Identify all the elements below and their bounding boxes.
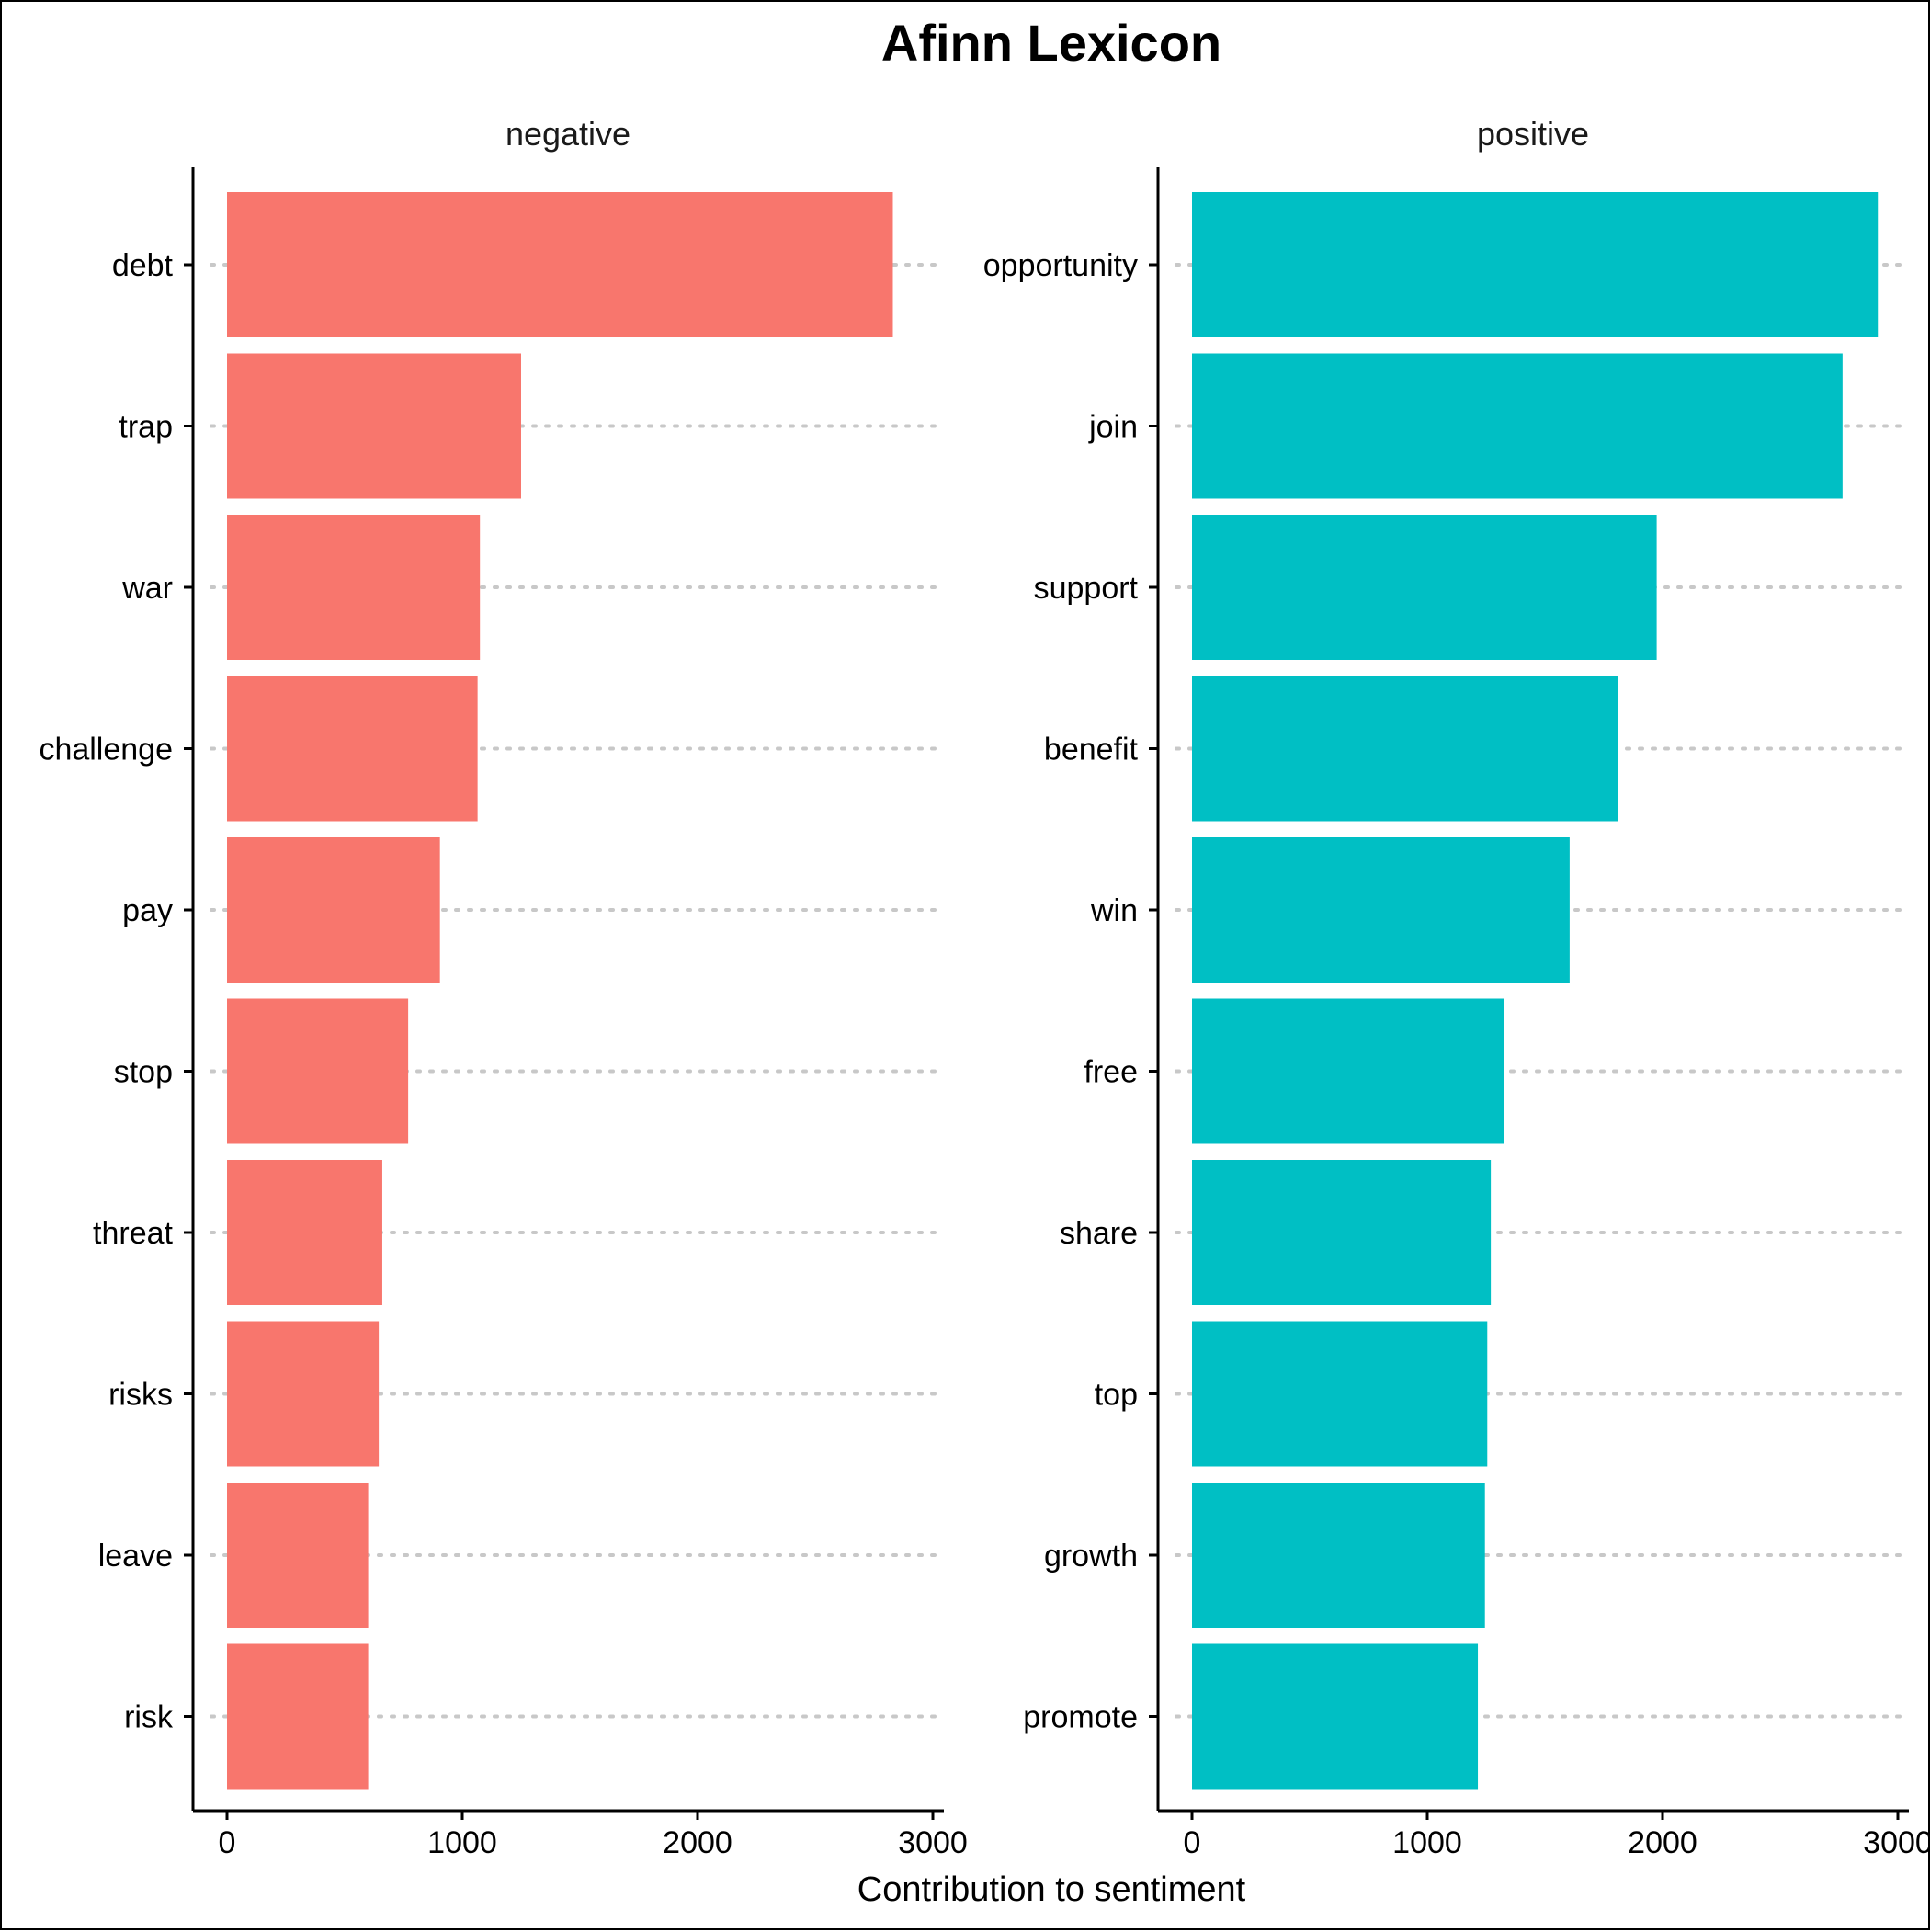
y-tick-label-positive-support: support — [1034, 571, 1139, 606]
y-tick-label-negative-pay: pay — [122, 893, 173, 928]
y-tick-label-negative-risks: risks — [108, 1378, 173, 1413]
bar-negative-challenge — [227, 676, 478, 822]
bar-negative-leave — [227, 1483, 369, 1628]
panel-strip-label-positive: positive — [1477, 115, 1589, 153]
panel-strip-label-negative: negative — [505, 115, 630, 153]
y-tick-label-positive-free: free — [1084, 1055, 1138, 1090]
bar-positive-promote — [1192, 1643, 1479, 1790]
y-tick-label-positive-join: join — [1088, 410, 1138, 445]
y-tick-label-negative-challenge: challenge — [39, 733, 173, 767]
bar-negative-risk — [227, 1643, 369, 1790]
y-tick-label-negative-trap: trap — [119, 410, 173, 445]
bar-positive-support — [1192, 515, 1657, 660]
bar-negative-stop — [227, 998, 409, 1144]
x-axis-title: Contribution to sentiment — [857, 1870, 1246, 1909]
bar-positive-free — [1192, 998, 1504, 1144]
bar-negative-threat — [227, 1160, 382, 1305]
y-tick-label-positive-top: top — [1095, 1378, 1138, 1413]
bar-negative-pay — [227, 837, 440, 983]
bar-positive-join — [1192, 353, 1843, 499]
y-tick-label-positive-share: share — [1060, 1216, 1138, 1251]
x-tick-label-negative-0: 0 — [219, 1825, 236, 1860]
x-tick-label-positive-1000: 1000 — [1392, 1825, 1462, 1860]
y-tick-label-positive-promote: promote — [1023, 1700, 1138, 1735]
y-tick-label-negative-leave: leave — [98, 1539, 173, 1574]
bar-negative-war — [227, 515, 481, 660]
x-tick-label-positive-2000: 2000 — [1628, 1825, 1697, 1860]
y-tick-label-negative-risk: risk — [124, 1700, 174, 1735]
x-tick-label-negative-3000: 3000 — [898, 1825, 968, 1860]
y-tick-label-positive-win: win — [1090, 893, 1138, 928]
bar-positive-benefit — [1192, 676, 1618, 822]
x-tick-label-negative-1000: 1000 — [427, 1825, 497, 1860]
bar-negative-debt — [227, 192, 893, 337]
y-tick-label-negative-stop: stop — [114, 1055, 173, 1090]
bar-positive-win — [1192, 837, 1570, 983]
bar-positive-share — [1192, 1160, 1492, 1305]
x-tick-label-positive-3000: 3000 — [1863, 1825, 1930, 1860]
bar-negative-trap — [227, 353, 521, 499]
y-tick-label-positive-opportunity: opportunity — [983, 248, 1138, 283]
y-tick-label-positive-benefit: benefit — [1044, 733, 1139, 767]
bar-positive-growth — [1192, 1483, 1485, 1628]
x-tick-label-positive-0: 0 — [1184, 1825, 1201, 1860]
x-tick-label-negative-2000: 2000 — [663, 1825, 732, 1860]
y-tick-label-negative-debt: debt — [112, 248, 174, 283]
y-tick-label-negative-threat: threat — [93, 1216, 173, 1251]
bar-positive-top — [1192, 1321, 1488, 1467]
bar-positive-opportunity — [1192, 192, 1879, 337]
y-tick-label-negative-war: war — [121, 571, 173, 606]
chart-title: Afinn Lexicon — [881, 14, 1221, 72]
bar-negative-risks — [227, 1321, 380, 1467]
y-tick-label-positive-growth: growth — [1044, 1539, 1138, 1574]
